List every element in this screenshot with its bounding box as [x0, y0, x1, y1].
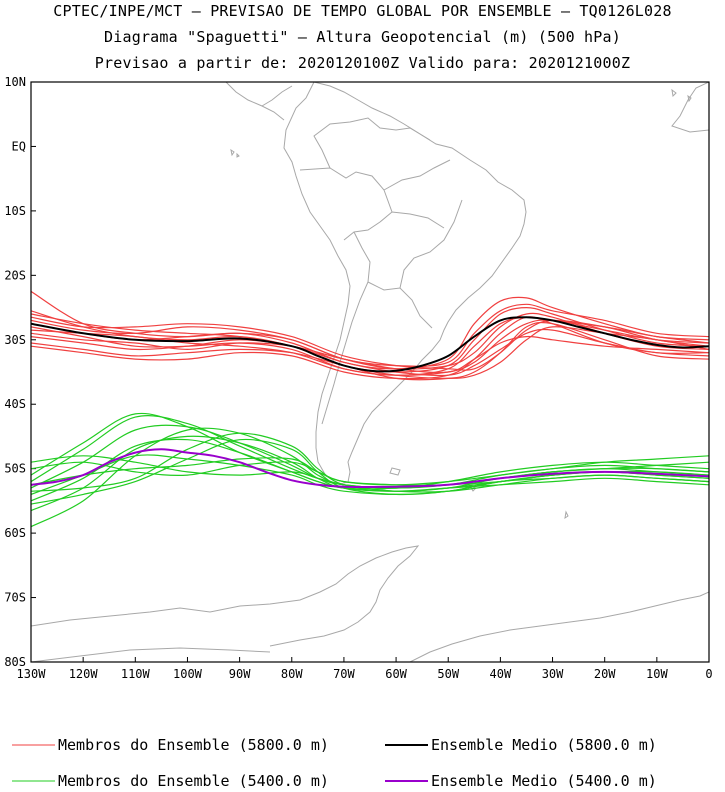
chart-title-line-1: CPTEC/INPE/MCT — PREVISAO DE TEMPO GLOBA…	[53, 2, 672, 20]
x-tick-label: 40W	[490, 667, 512, 681]
legend-label-mean-5800: Ensemble Medio (5800.0 m)	[431, 736, 657, 754]
member-line-5400	[31, 432, 709, 493]
x-tick-label: 60W	[385, 667, 407, 681]
antarctica-coastline	[409, 591, 709, 662]
antarctic-peninsula-coastline	[31, 545, 420, 647]
y-tick-label: 10N	[4, 75, 26, 89]
south-america-coastline	[283, 82, 527, 485]
coastline-map	[31, 82, 709, 662]
y-tick-label: 60S	[4, 526, 26, 540]
y-tick-label: 20S	[4, 268, 26, 282]
x-tick-label: 80W	[281, 667, 303, 681]
member-line-5800	[31, 332, 709, 374]
y-tick-label: EQ	[12, 139, 26, 153]
y-tick-label: 30S	[4, 333, 26, 347]
x-tick-label: 70W	[333, 667, 355, 681]
member-line-5800	[31, 316, 709, 376]
series-layer	[31, 290, 709, 528]
country-borders	[299, 117, 463, 425]
axis-ticks: 130W 120W 110W 100W 90W 80W 70W 60W 50W 40W 30W 20W…	[4, 75, 712, 681]
member-line-5800	[31, 316, 709, 371]
chart-title-line-3: Previsao a partir de: 2020120100Z Valido…	[94, 54, 631, 72]
central-america-coastline	[225, 82, 293, 121]
member-line-5400	[31, 427, 709, 528]
x-tick-label: 10W	[646, 667, 668, 681]
y-tick-label: 40S	[4, 397, 26, 411]
y-tick-label: 70S	[4, 591, 26, 605]
member-line-5800	[31, 312, 709, 370]
x-tick-label: 30W	[542, 667, 564, 681]
x-tick-label: 100W	[173, 667, 203, 681]
member-line-5400	[31, 457, 709, 487]
member-line-5400	[31, 438, 709, 502]
member-line-5800	[31, 303, 709, 367]
member-line-5800	[31, 316, 709, 380]
legend-label-members-5400: Membros do Ensemble (5400.0 m)	[58, 772, 329, 790]
x-tick-label: 20W	[594, 667, 616, 681]
caribbean-islands	[671, 88, 692, 103]
mean-line-5400	[31, 448, 709, 488]
member-line-5800	[31, 313, 709, 379]
legend: Membros do Ensemble (5800.0 m) Ensemble …	[12, 736, 657, 790]
legend-label-members-5800: Membros do Ensemble (5800.0 m)	[58, 736, 329, 754]
x-tick-label: 130W	[17, 667, 47, 681]
x-tick-label: 120W	[69, 667, 99, 681]
member-line-5800	[31, 321, 709, 381]
galapagos-islands	[230, 148, 240, 158]
member-line-5800	[31, 328, 709, 377]
x-tick-label: 110W	[121, 667, 151, 681]
legend-label-mean-5400: Ensemble Medio (5400.0 m)	[431, 772, 657, 790]
x-tick-label: 90W	[229, 667, 251, 681]
africa-coastline	[671, 82, 709, 133]
antarctic-ice-shelf	[31, 647, 271, 662]
chart-title-line-2: Diagrama "Spaguetti" — Altura Geopotenci…	[104, 28, 621, 46]
falkland-islands	[389, 467, 401, 476]
member-line-5400	[31, 455, 709, 486]
y-tick-label: 80S	[4, 655, 26, 669]
mean-line-5800	[31, 316, 709, 373]
x-tick-label: 0	[705, 667, 712, 681]
south-atlantic-islands	[468, 485, 569, 520]
y-tick-label: 10S	[4, 204, 26, 218]
plot-frame	[30, 81, 710, 663]
x-tick-label: 50W	[437, 667, 459, 681]
y-tick-label: 50S	[4, 462, 26, 476]
